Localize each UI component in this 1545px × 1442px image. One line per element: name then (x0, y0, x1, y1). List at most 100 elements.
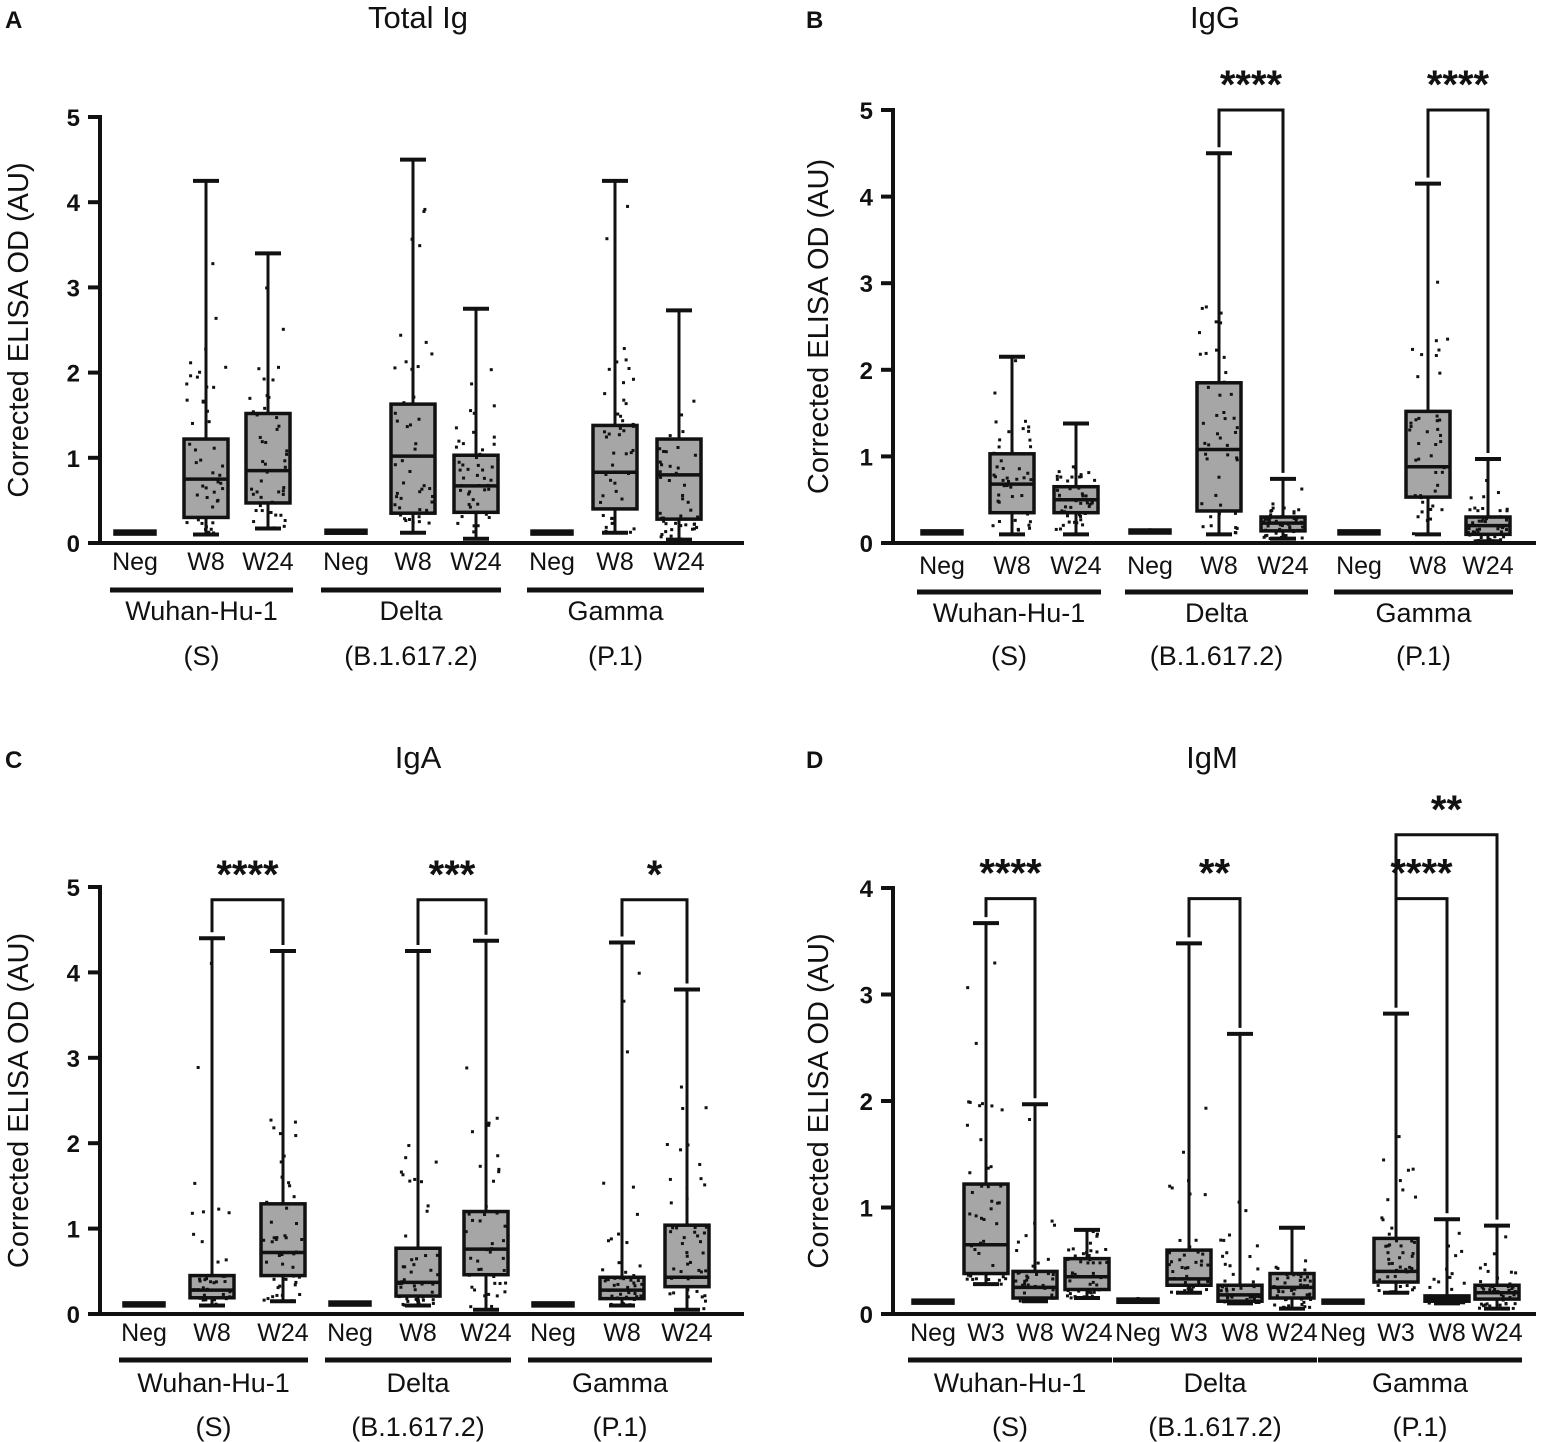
data-point (196, 1288, 200, 1292)
data-point (408, 1179, 412, 1183)
data-point (1308, 1279, 1312, 1283)
box-wuhan-hu-1-w24 (244, 251, 292, 531)
x-tick-label: Neg (1127, 552, 1173, 580)
data-point (497, 1167, 501, 1171)
data-point (467, 503, 471, 507)
data-point (1498, 509, 1502, 513)
data-point (1512, 1293, 1516, 1297)
data-point (490, 1242, 494, 1246)
data-point (1081, 523, 1085, 527)
data-point (1401, 1188, 1405, 1192)
data-point (1203, 441, 1207, 445)
data-point (189, 361, 193, 365)
data-point (1054, 527, 1058, 531)
data-point (201, 1286, 205, 1290)
data-point (1078, 475, 1082, 479)
data-point (1200, 1259, 1204, 1263)
group-sublabel: (S) (184, 641, 220, 671)
data-point (212, 1281, 216, 1285)
x-tick-label: W3 (1377, 1319, 1415, 1347)
data-point (224, 365, 228, 369)
data-point (686, 1288, 690, 1292)
group-label: Delta (379, 596, 443, 626)
data-point (487, 1292, 491, 1296)
data-point (436, 1273, 440, 1277)
data-point (1226, 1295, 1230, 1299)
data-point (1506, 1285, 1510, 1289)
data-point (607, 367, 611, 371)
data-point (260, 509, 264, 513)
data-point (1434, 354, 1438, 358)
significance-bracket: **** (210, 853, 285, 946)
data-point (1264, 517, 1268, 521)
box-iqr (1404, 409, 1452, 499)
data-point (1063, 510, 1067, 514)
x-tick-label: W8 (187, 548, 225, 576)
data-point (1010, 495, 1014, 499)
data-point (1465, 1297, 1469, 1301)
data-point (1440, 470, 1444, 474)
data-point (658, 460, 662, 464)
data-point (681, 494, 685, 498)
data-point (1439, 433, 1443, 437)
data-point (997, 493, 1001, 497)
data-point (605, 237, 609, 241)
data-point (457, 460, 461, 464)
y-tick-label: 2 (67, 361, 80, 388)
data-point (224, 1297, 228, 1301)
data-point (1051, 1277, 1055, 1281)
box-gamma-w8 (1423, 1217, 1471, 1306)
y-tick-label: 1 (860, 444, 873, 471)
data-point (466, 467, 470, 471)
box-iqr (962, 1182, 1010, 1276)
data-point (1386, 1244, 1390, 1248)
data-point (1097, 1288, 1101, 1292)
data-point (1235, 456, 1239, 460)
data-point (1427, 1301, 1431, 1305)
data-point (1274, 519, 1278, 523)
data-point (491, 1179, 495, 1183)
data-point (421, 1298, 425, 1302)
data-point (1302, 1300, 1306, 1304)
data-point (1457, 1300, 1461, 1304)
data-point (279, 1160, 283, 1164)
data-point (194, 461, 198, 465)
data-point (1231, 1287, 1235, 1291)
data-point (410, 1258, 414, 1262)
data-point (1303, 1268, 1307, 1272)
data-point (211, 471, 215, 475)
data-point (464, 1230, 468, 1234)
box-gamma-neg (531, 1301, 575, 1308)
data-point (627, 367, 631, 371)
data-point (632, 1297, 636, 1301)
data-point (1269, 509, 1273, 513)
data-point (1280, 515, 1284, 519)
data-point (1057, 470, 1061, 474)
data-point (1410, 1239, 1414, 1243)
data-point (1069, 1296, 1073, 1300)
data-point (1188, 1245, 1192, 1249)
data-point (405, 425, 409, 429)
data-point (271, 1295, 275, 1299)
data-point (417, 520, 421, 524)
x-tick-label: W3 (1170, 1319, 1208, 1347)
data-point (1499, 515, 1503, 519)
data-point (1089, 1291, 1093, 1295)
data-point (1456, 1298, 1460, 1302)
data-point (1387, 1232, 1391, 1236)
data-point (682, 483, 686, 487)
data-point (1022, 476, 1026, 480)
data-point (1085, 1289, 1089, 1293)
data-point (1176, 1290, 1180, 1294)
y-tick-label: 4 (860, 876, 874, 903)
data-point (1169, 1260, 1173, 1264)
data-point (1381, 1218, 1385, 1222)
box-delta-w24 (462, 938, 510, 1312)
data-point (1501, 1295, 1505, 1299)
data-point (1486, 1269, 1490, 1273)
group-label: Wuhan-Hu-1 (137, 1368, 290, 1398)
data-point (1464, 1296, 1468, 1300)
data-point (997, 1278, 1001, 1282)
data-point (677, 520, 681, 524)
data-point (1204, 351, 1208, 355)
